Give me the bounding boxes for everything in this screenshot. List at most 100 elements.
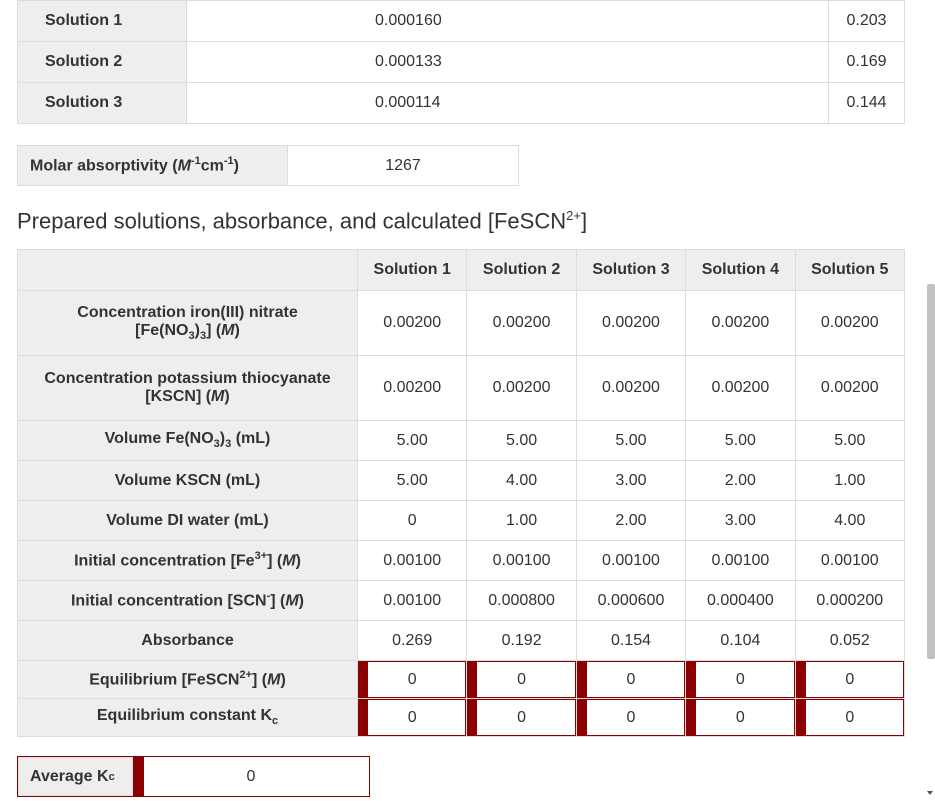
table-cell: 5.00 xyxy=(356,420,468,461)
equilibrium-fescn-input[interactable]: 0 xyxy=(685,660,796,699)
table-cell: 3.00 xyxy=(575,460,687,501)
table-cell: 0.154 xyxy=(575,620,687,661)
status-bar xyxy=(796,700,806,735)
row-label-initial-fe: Initial concentration [Fe3+] (M) xyxy=(17,540,358,581)
table-cell: 5.00 xyxy=(575,420,687,461)
status-bar xyxy=(359,662,368,697)
equilibrium-kc-input[interactable]: 0 xyxy=(794,698,906,737)
table-row: Solution 3 0.000114 0.144 xyxy=(17,82,905,124)
table-cell: 0.00200 xyxy=(685,355,796,421)
equilibrium-fescn-input[interactable]: 0 xyxy=(794,660,906,699)
table-row: Initial concentration [SCN-] (M) 0.00100… xyxy=(17,580,906,621)
equilibrium-kc-input[interactable]: 0 xyxy=(466,698,577,737)
scroll-down-icon[interactable] xyxy=(927,791,933,795)
concentration-cell: 0.000160 xyxy=(186,0,829,42)
equilibrium-kc-input[interactable]: 0 xyxy=(356,698,468,737)
column-header: Solution 3 xyxy=(575,249,687,291)
table-cell: 0.00100 xyxy=(794,540,906,581)
table-row: Absorbance 0.269 0.192 0.154 0.104 0.052 xyxy=(17,620,906,661)
column-header: Solution 1 xyxy=(356,249,468,291)
table-row: Volume DI water (mL) 0 1.00 2.00 3.00 4.… xyxy=(17,500,906,541)
table-row: Solution 2 0.000133 0.169 xyxy=(17,41,905,83)
table-row: Concentration potassium thiocyanate [KSCN… xyxy=(17,355,906,421)
column-header: Solution 4 xyxy=(685,249,796,291)
status-bar xyxy=(133,757,144,796)
table-cell: 0.00200 xyxy=(466,290,577,356)
equilibrium-fescn-input[interactable]: 0 xyxy=(466,660,577,699)
table-cell: 5.00 xyxy=(466,420,577,461)
row-label: Solution 2 xyxy=(17,41,187,83)
header-row: Solution 1 Solution 2 Solution 3 Solutio… xyxy=(17,249,906,291)
status-bar xyxy=(577,662,587,697)
molar-absorptivity-label: Molar absorptivity (M-1cm-1) xyxy=(17,145,288,186)
table-cell: 5.00 xyxy=(356,460,468,501)
table-cell: 0.00100 xyxy=(575,540,687,581)
table-cell: 5.00 xyxy=(794,420,906,461)
table-cell: 0.00200 xyxy=(575,290,687,356)
status-bar xyxy=(687,700,697,735)
scrollbar-thumb[interactable] xyxy=(927,284,935,659)
table-cell: 0.000200 xyxy=(794,580,906,621)
table-row: Equilibrium [FeSCN2+] (M) 0 0 0 0 0 xyxy=(17,660,906,699)
equilibrium-fescn-input[interactable]: 0 xyxy=(575,660,687,699)
table-cell: 0.00200 xyxy=(466,355,577,421)
absorbance-cell: 0.169 xyxy=(828,41,905,83)
table-cell: 0.104 xyxy=(685,620,796,661)
row-label: Solution 1 xyxy=(17,0,187,42)
row-label-initial-scn: Initial concentration [SCN-] (M) xyxy=(17,580,358,621)
table-cell: 5.00 xyxy=(685,420,796,461)
absorbance-cell: 0.203 xyxy=(828,0,905,42)
row-label-fe-concentration: Concentration iron(III) nitrate [Fe(NO3)3… xyxy=(17,290,358,356)
concentration-cell: 0.000114 xyxy=(186,82,829,124)
table-row: Volume KSCN (mL) 5.00 4.00 3.00 2.00 1.0… xyxy=(17,460,906,501)
table-row: Initial concentration [Fe3+] (M) 0.00100… xyxy=(17,540,906,581)
table-row: Equilibrium constant Kc 0 0 0 0 0 xyxy=(17,698,906,737)
table-cell: 0.000400 xyxy=(685,580,796,621)
table-cell: 0.192 xyxy=(466,620,577,661)
status-bar xyxy=(796,662,806,697)
table-cell: 0.00100 xyxy=(356,540,468,581)
table-cell: 0.00200 xyxy=(685,290,796,356)
molar-absorptivity-value: 1267 xyxy=(287,145,519,186)
section-title: Prepared solutions, absorbance, and calc… xyxy=(17,208,588,234)
row-label-volume-fe: Volume Fe(NO3)3 (mL) xyxy=(17,420,358,461)
table-row: Concentration iron(III) nitrate [Fe(NO3)3… xyxy=(17,290,906,356)
table-cell: 0.269 xyxy=(356,620,468,661)
equilibrium-fescn-input[interactable]: 0 xyxy=(356,660,468,699)
table-cell: 0.00100 xyxy=(356,580,468,621)
table-cell: 4.00 xyxy=(466,460,577,501)
table-cell: 1.00 xyxy=(466,500,577,541)
equilibrium-kc-input[interactable]: 0 xyxy=(685,698,796,737)
table-cell: 0.052 xyxy=(794,620,906,661)
table-cell: 0.00200 xyxy=(575,355,687,421)
status-bar xyxy=(577,700,587,735)
row-label-kscn-concentration: Concentration potassium thiocyanate [KSCN… xyxy=(17,355,358,421)
status-bar xyxy=(468,700,478,735)
table-cell: 0.00200 xyxy=(794,355,906,421)
table-cell: 4.00 xyxy=(794,500,906,541)
table-cell: 0.00200 xyxy=(356,355,468,421)
molar-absorptivity-table: Molar absorptivity (M-1cm-1) 1267 xyxy=(17,145,519,186)
row-label-equilibrium-fescn: Equilibrium [FeSCN2+] (M) xyxy=(17,660,358,699)
table-row: Solution 1 0.000160 0.203 xyxy=(17,0,905,42)
table-row: Volume Fe(NO3)3 (mL) 5.00 5.00 5.00 5.00… xyxy=(17,420,906,461)
column-header: Solution 5 xyxy=(794,249,906,291)
table-cell: 0.00100 xyxy=(466,540,577,581)
row-label-volume-kscn: Volume KSCN (mL) xyxy=(17,460,358,501)
average-kc-input[interactable]: 0 xyxy=(133,757,369,796)
column-header: Solution 2 xyxy=(466,249,577,291)
corner-cell xyxy=(17,249,358,291)
table-cell: 0.00200 xyxy=(356,290,468,356)
absorbance-cell: 0.144 xyxy=(828,82,905,124)
status-bar xyxy=(359,700,368,735)
status-bar xyxy=(468,662,478,697)
table-cell: 3.00 xyxy=(685,500,796,541)
concentration-cell: 0.000133 xyxy=(186,41,829,83)
equilibrium-kc-input[interactable]: 0 xyxy=(575,698,687,737)
table-cell: 0.00200 xyxy=(794,290,906,356)
table-cell: 0.000800 xyxy=(466,580,577,621)
table-cell: 2.00 xyxy=(685,460,796,501)
table-cell: 1.00 xyxy=(794,460,906,501)
table-cell: 0.000600 xyxy=(575,580,687,621)
